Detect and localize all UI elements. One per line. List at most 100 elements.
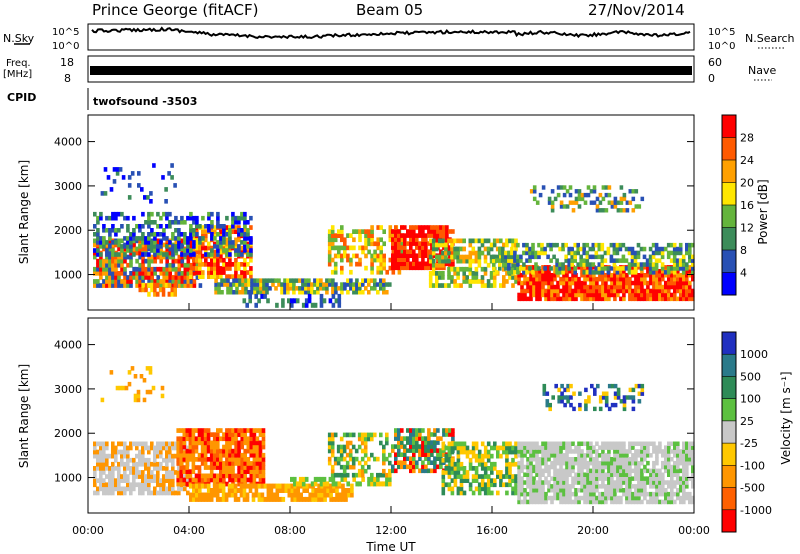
- heatmap-cell: [382, 460, 386, 466]
- heatmap-cell: [655, 273, 659, 278]
- heatmap-cell: [206, 436, 211, 442]
- heatmap-cell: [544, 449, 548, 454]
- heatmap-cell: [214, 290, 218, 295]
- heatmap-cell: [613, 273, 617, 278]
- heatmap-cell: [682, 484, 686, 489]
- heatmap-cell: [257, 483, 262, 489]
- heatmap-cell: [176, 452, 180, 458]
- heatmap-cell: [253, 278, 257, 283]
- heatmap-cell: [186, 283, 191, 288]
- heatmap-cell: [198, 266, 202, 271]
- heatmap-cell: [670, 476, 674, 481]
- heatmap-cell: [144, 486, 148, 492]
- heatmap-cell: [421, 237, 425, 242]
- heatmap-cell: [529, 284, 533, 290]
- heatmap-cell: [592, 449, 596, 454]
- heatmap-cell: [559, 460, 563, 466]
- heatmap-cell: [499, 470, 503, 475]
- heatmap-cell: [691, 457, 695, 462]
- heatmap-cell: [246, 469, 251, 474]
- heatmap-cell: [637, 265, 641, 270]
- heatmap-cell: [496, 445, 500, 451]
- heatmap-cell: [637, 399, 642, 404]
- heatmap-cell: [168, 254, 172, 260]
- heatmap-cell: [206, 473, 211, 479]
- heatmap-cell: [311, 492, 315, 498]
- heatmap-cell: [483, 258, 488, 264]
- heatmap-cell: [688, 453, 692, 458]
- heatmap-cell: [634, 464, 638, 470]
- heatmap-cell: [535, 472, 539, 477]
- heatmap-cell: [346, 233, 350, 238]
- heatmap-cell: [631, 441, 635, 446]
- heatmap-cell: [637, 296, 641, 302]
- heatmap-cell: [528, 266, 532, 271]
- heatmap-cell: [468, 449, 473, 455]
- heatmap-cell: [237, 448, 241, 454]
- heatmap-cell: [370, 237, 374, 243]
- heatmap-cell: [237, 237, 241, 243]
- heatmap-cell: [304, 298, 309, 304]
- heatmap-cell: [129, 262, 133, 268]
- heatmap-cell: [679, 296, 683, 302]
- heatmap-cell: [607, 445, 611, 450]
- heatmap-cell: [114, 240, 118, 245]
- heatmap-cell: [162, 457, 166, 463]
- heatmap-cell: [108, 470, 112, 475]
- heatmap-cell: [379, 472, 383, 478]
- heatmap-cell: [117, 254, 121, 260]
- heatmap-cell: [219, 257, 223, 263]
- heatmap-cell: [418, 233, 422, 238]
- heatmap-cell: [329, 492, 333, 498]
- heatmap-cell: [412, 432, 416, 437]
- heatmap-cell: [331, 286, 335, 291]
- heatmap-cell: [547, 296, 551, 302]
- heatmap-cell: [631, 395, 636, 400]
- heatmap-cell: [541, 445, 545, 450]
- heatmap-cell: [182, 465, 187, 470]
- heatmap-cell: [520, 453, 524, 458]
- heatmap-cell: [192, 266, 196, 271]
- heatmap-cell: [246, 465, 251, 470]
- heatmap-cell: [331, 476, 336, 482]
- heatmap-cell: [132, 457, 136, 463]
- heatmap-cell: [655, 296, 659, 302]
- heatmap-cell: [281, 483, 286, 489]
- heatmap-cell: [234, 229, 238, 234]
- heatmap-cell: [448, 245, 452, 250]
- heatmap-cell: [547, 457, 551, 462]
- heatmap-cell: [580, 269, 584, 274]
- heatmap-cell: [541, 185, 546, 190]
- heatmap-cell: [206, 440, 211, 446]
- heatmap-cell: [357, 444, 362, 450]
- heatmap-cell: [649, 288, 653, 294]
- heatmap-cell: [544, 468, 548, 474]
- heatmap-cell: [388, 460, 392, 466]
- heatmap-cell: [397, 440, 401, 445]
- heatmap-cell: [592, 468, 596, 474]
- heatmap-cell: [212, 432, 217, 437]
- heatmap-cell: [486, 449, 491, 455]
- heatmap-cell: [192, 232, 196, 237]
- heatmap-cell: [249, 473, 254, 479]
- heatmap-cell: [568, 276, 572, 282]
- heatmap-cell: [240, 274, 244, 279]
- heatmap-cell: [135, 453, 139, 459]
- heatmap-cell: [517, 449, 521, 454]
- heatmap-cell: [150, 232, 154, 237]
- heatmap-cell: [607, 488, 611, 493]
- heatmap-cell: [646, 460, 650, 466]
- heatmap-cell: [217, 286, 221, 291]
- heatmap-cell: [212, 477, 217, 483]
- heatmap-cell: [649, 480, 653, 485]
- heatmap-cell: [153, 252, 157, 257]
- heatmap-cell: [183, 232, 187, 237]
- heatmap-cell: [179, 448, 183, 454]
- heatmap-cell: [439, 265, 443, 271]
- heatmap-cell: [610, 468, 614, 474]
- heatmap-cell: [667, 499, 671, 505]
- heatmap-cell: [351, 432, 356, 438]
- heatmap-cell: [99, 445, 103, 451]
- heatmap-cell: [243, 244, 247, 249]
- heatmap-cell: [637, 460, 641, 466]
